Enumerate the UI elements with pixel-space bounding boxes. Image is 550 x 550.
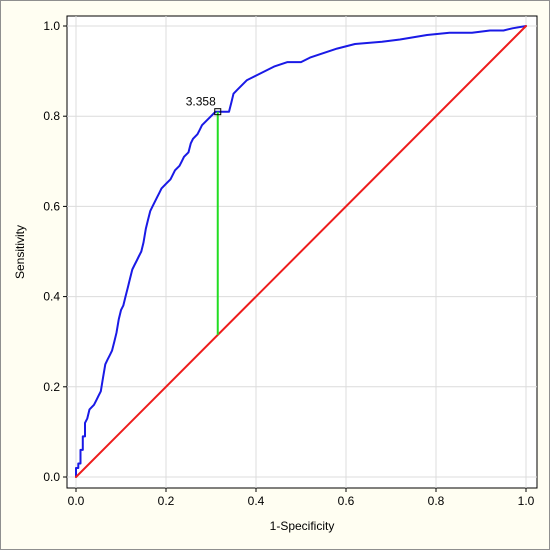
y-axis-title: Sensitivity [13,225,27,279]
annotation-layer: 3.358 [186,95,222,335]
y-tick-label: 0.2 [43,380,60,394]
cutoff-marker [214,108,222,116]
cutoff-label: 3.358 [186,95,216,109]
grid-vertical [75,16,527,488]
y-tick-label: 0.0 [43,470,60,484]
x-tick-label: 0.2 [158,494,175,508]
x-tick-label: 1.0 [518,494,535,508]
y-tick-label: 0.4 [43,290,60,304]
y-tick-label: 1.0 [43,19,60,33]
x-tick-label: 0.4 [248,494,265,508]
y-axis-ticks: 0.0 0.2 0.4 0.6 0.8 1.0 [43,19,67,484]
roc-curve-line [75,25,527,478]
series-layer [75,25,527,478]
x-tick-label: 0.8 [428,494,445,508]
grid-horizontal [67,25,537,478]
y-tick-label: 0.6 [43,199,60,213]
x-axis-title: 1-Specificity [270,519,335,533]
y-tick-label: 0.8 [43,109,60,123]
diagonal-reference-line [75,25,527,478]
x-tick-label: 0.0 [68,494,85,508]
x-axis-ticks: 0.0 0.2 0.4 0.6 0.8 1.0 [68,488,535,508]
x-tick-label: 0.6 [338,494,355,508]
